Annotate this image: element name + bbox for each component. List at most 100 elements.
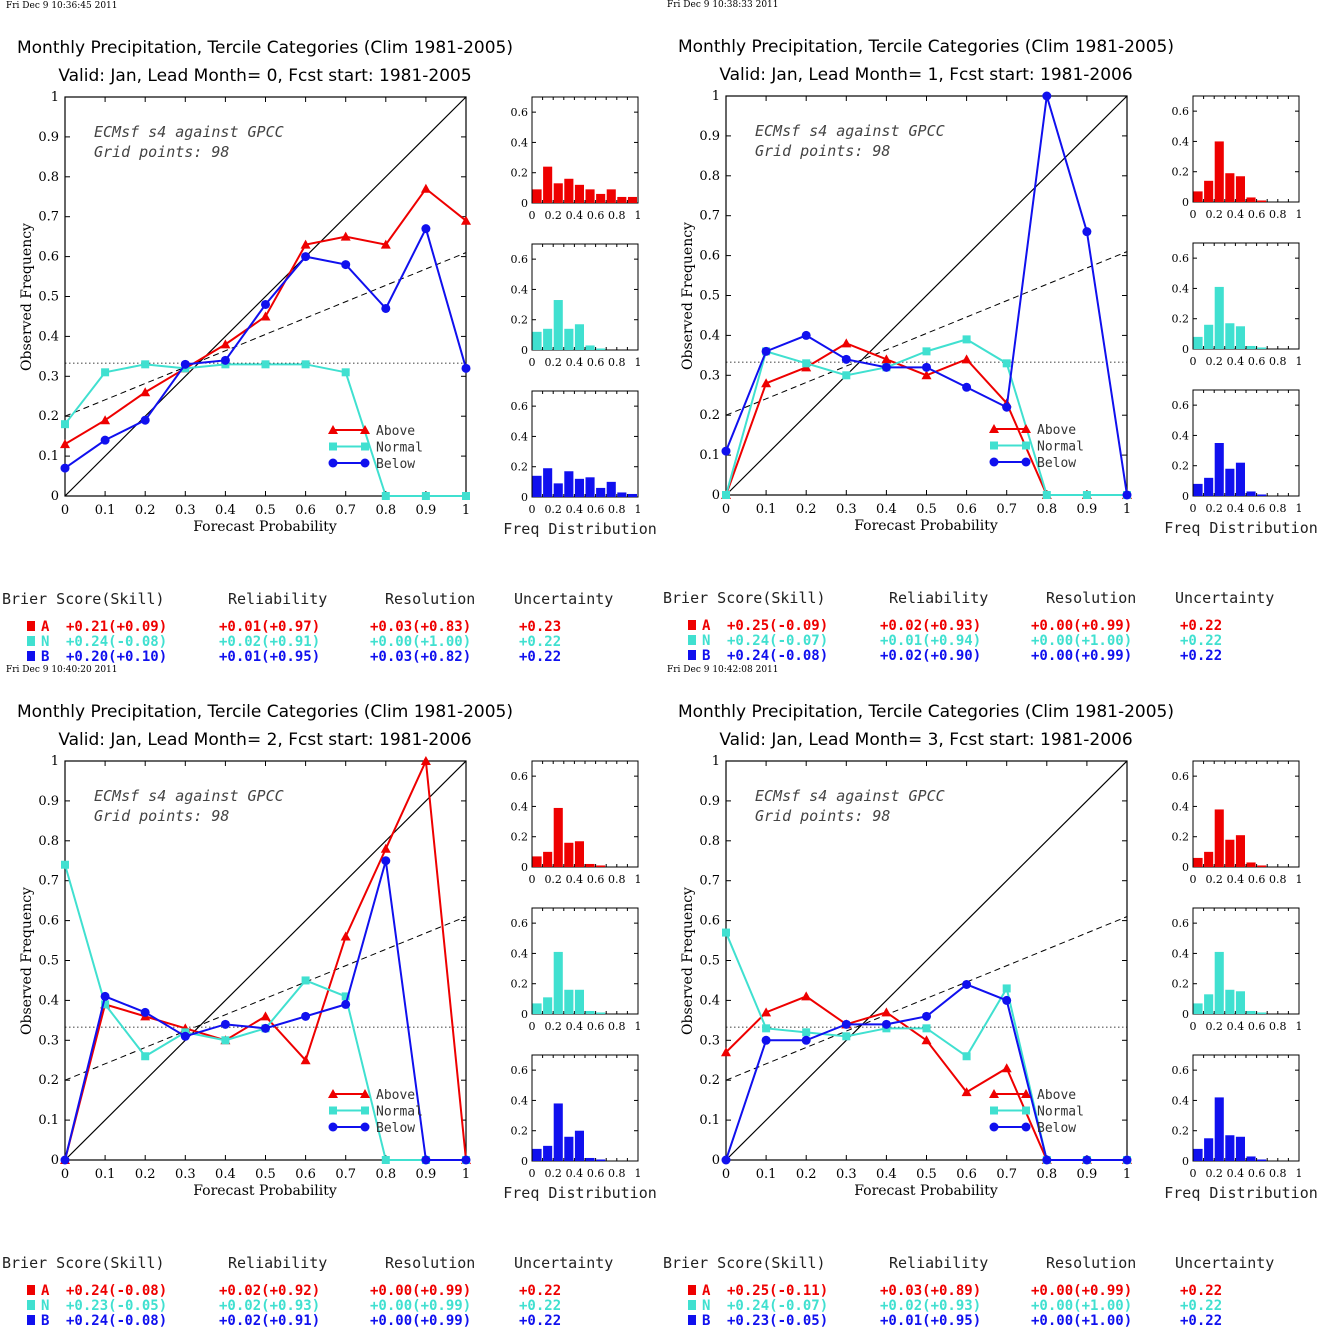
timestamp: Fri Dec 9 10:38:33 2011 xyxy=(667,0,779,10)
hist-x-tick-label: 1 xyxy=(635,873,642,886)
hist-x-tick-label: 0.6 xyxy=(1248,1167,1266,1180)
hist-x-tick-label: 1 xyxy=(1296,1020,1303,1033)
hist-bar-A xyxy=(1257,865,1267,867)
marker-above xyxy=(921,1035,932,1045)
hist-x-tick-label: 0.4 xyxy=(1227,208,1245,221)
score-swatch-A xyxy=(688,620,696,630)
hist-bar-N xyxy=(543,997,553,1014)
hist-x-tick-label: 0 xyxy=(1190,1020,1197,1033)
hist-bar-A xyxy=(1246,862,1256,867)
marker-below xyxy=(461,363,471,373)
hist-x-tick-label: 0 xyxy=(1190,1167,1197,1180)
x-tick-label: 0.7 xyxy=(996,502,1017,517)
hist-y-tick-label: 0.2 xyxy=(511,167,529,180)
hist-bar-A xyxy=(1225,173,1235,202)
score-swatch-N xyxy=(27,1300,35,1310)
hist-bar-A xyxy=(1193,857,1203,867)
hist-x-tick-label: 0.2 xyxy=(544,1020,562,1033)
legend-marker xyxy=(989,457,999,467)
score-resolution: +0.00(+0.99) xyxy=(1031,648,1132,664)
hist-bar-N xyxy=(1214,951,1224,1014)
hist-x-tick-label: 0.6 xyxy=(1248,873,1266,886)
marker-below xyxy=(1122,1155,1132,1165)
hist-bar-B xyxy=(564,471,574,497)
marker-normal xyxy=(1002,984,1011,993)
panel-4: Fri Dec 9 10:42:08 2011 Monthly Precipita… xyxy=(663,665,1318,1329)
hist-bar-B xyxy=(574,478,584,497)
hist-bar-B xyxy=(585,477,595,497)
score-brier: +0.23(-0.05) xyxy=(66,1298,167,1314)
timestamp: Fri Dec 9 10:42:08 2011 xyxy=(667,665,779,675)
hist-bar-B xyxy=(1204,477,1214,496)
marker-below xyxy=(60,1155,70,1165)
score-header-2: Reliability xyxy=(228,590,327,608)
hist-bar-A xyxy=(543,166,553,203)
marker-above xyxy=(60,439,70,449)
hist-y-tick-label: 0.4 xyxy=(1172,429,1190,442)
hist-bar-N xyxy=(543,328,553,350)
marker-normal xyxy=(301,976,310,985)
hist-y-tick-label: 0.4 xyxy=(1172,800,1190,813)
chart-subtitle: Valid: Jan, Lead Month= 2, Fcst start: 1… xyxy=(58,730,471,750)
hist-bar-B xyxy=(1225,468,1235,496)
hist-x-tick-label: 0.2 xyxy=(1205,502,1223,515)
hist-x-tick-label: 0.4 xyxy=(1227,873,1245,886)
chart-title: Monthly Precipitation, Tercile Categorie… xyxy=(17,38,513,58)
y-tick-label: 0.2 xyxy=(699,408,720,423)
hist-x-tick-label: 0.6 xyxy=(587,503,605,516)
marker-below xyxy=(962,382,972,392)
x-tick-label: 0.3 xyxy=(836,1167,857,1182)
hist-y-tick-label: 0 xyxy=(1182,1155,1189,1168)
annotation-gridpoints: Grid points: 98 xyxy=(755,807,890,825)
legend-label-below: Below xyxy=(1037,1121,1076,1136)
hist-x-tick-label: 1 xyxy=(635,1167,642,1180)
hist-y-tick-label: 0.2 xyxy=(1172,978,1190,991)
hist-x-tick-label: 0.8 xyxy=(608,209,626,222)
marker-normal xyxy=(101,368,110,377)
panel-1: Fri Dec 9 10:36:45 2011 Monthly Precipita… xyxy=(2,1,657,665)
marker-above xyxy=(881,354,892,364)
score-reliability: +0.01(+0.94) xyxy=(880,633,981,649)
marker-below xyxy=(301,1011,311,1021)
score-swatch-A xyxy=(27,621,35,631)
hist-x-tick-label: 0.8 xyxy=(1269,355,1287,368)
legend-marker xyxy=(989,1122,999,1132)
y-tick-label: 1 xyxy=(712,754,720,769)
marker-below xyxy=(261,1023,270,1033)
y-tick-label: 0.7 xyxy=(38,874,59,889)
marker-below xyxy=(721,446,731,456)
y-tick-label: 0.6 xyxy=(699,914,720,929)
marker-normal xyxy=(1082,491,1091,499)
legend-marker xyxy=(360,1122,370,1132)
score-label: B xyxy=(702,648,710,664)
hist-bar-A xyxy=(564,842,574,867)
y-tick-label: 0.5 xyxy=(38,954,59,969)
score-uncertainty: +0.22 xyxy=(1180,1298,1222,1314)
x-tick-label: 0.8 xyxy=(1036,1167,1057,1182)
x-tick-label: 0.4 xyxy=(876,1167,897,1182)
hist-y-tick-label: 0.6 xyxy=(1172,252,1190,265)
marker-normal xyxy=(1002,359,1011,368)
x-tick-label: 0.9 xyxy=(416,503,437,518)
legend-marker xyxy=(990,1106,998,1115)
marker-above xyxy=(340,931,351,941)
hist-x-tick-label: 0.6 xyxy=(587,1167,605,1180)
hist-bar-A xyxy=(606,189,616,203)
y-tick-label: 0.9 xyxy=(699,129,720,144)
marker-normal xyxy=(802,359,811,368)
legend-label-below: Below xyxy=(1037,456,1076,471)
score-header-1: Brier Score(Skill) xyxy=(663,589,826,607)
x-tick-label: 0.4 xyxy=(215,1167,236,1182)
y-tick-label: 0 xyxy=(51,1153,59,1168)
score-header-4: Uncertainty xyxy=(1175,589,1274,607)
marker-normal xyxy=(61,860,69,869)
y-tick-label: 0 xyxy=(712,1153,720,1168)
score-brier: +0.24(-0.08) xyxy=(66,1313,167,1329)
panel-2: Fri Dec 9 10:38:33 2011 Monthly Precipita… xyxy=(663,0,1318,664)
hist-bar-N xyxy=(574,324,584,350)
series-line-normal xyxy=(725,338,1127,496)
hist-y-tick-label: 0 xyxy=(521,344,528,357)
legend-marker xyxy=(1021,1089,1031,1098)
marker-above xyxy=(961,354,972,364)
hist-bar-B xyxy=(606,481,616,497)
